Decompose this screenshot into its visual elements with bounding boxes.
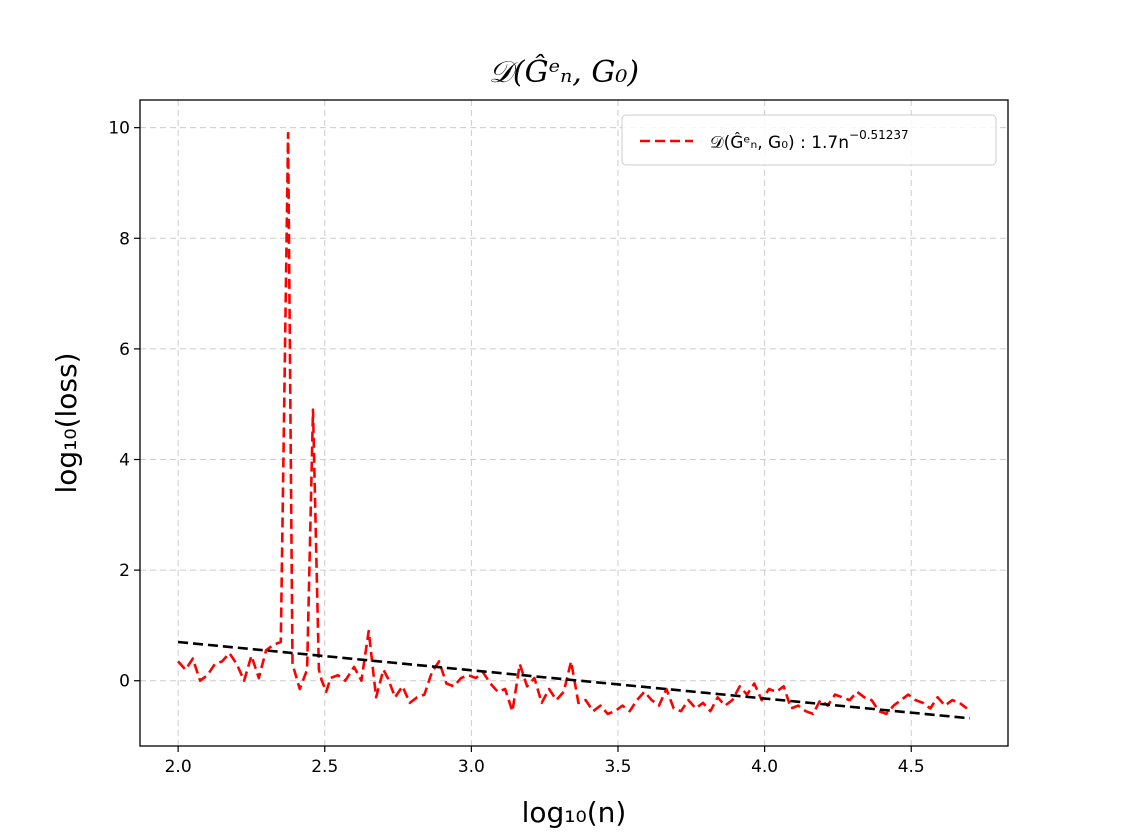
legend-box: [621, 114, 997, 166]
y-tick-label: 10: [108, 119, 130, 139]
legend-label-exponent: −0.51237: [849, 128, 909, 142]
ticks: 2.0 2.5 3.0 3.5 4.0 4.5 0 2 4 6 8 10: [108, 119, 924, 777]
chart-title: 𝒟(Ĝᵉₙ, G₀): [489, 54, 639, 90]
x-tick-label: 3.0: [458, 757, 485, 777]
legend-label: 𝒟(Ĝᵉₙ, G₀) : 1.7n−0.51237: [710, 128, 909, 153]
y-axis-label: log₁₀(loss): [50, 352, 83, 493]
y-tick-label: 4: [119, 451, 130, 471]
grid: [140, 100, 1008, 746]
plot-area: [177, 131, 971, 720]
axes-frame: [139, 99, 1009, 747]
legend-label-main: 𝒟(Ĝᵉₙ, G₀) : 1.7n: [710, 131, 849, 153]
x-tick-label: 4.5: [898, 757, 925, 777]
x-tick-label: 3.5: [604, 757, 631, 777]
fit-trend-line: [177, 640, 971, 720]
x-tick-label: 4.0: [751, 757, 778, 777]
x-tick-label: 2.0: [165, 757, 192, 777]
y-tick-label: 0: [119, 672, 130, 692]
y-tick-label: 6: [119, 340, 130, 360]
y-tick-label: 8: [119, 229, 130, 249]
loss-series-line: [177, 131, 968, 716]
x-axis-label: log₁₀(n): [522, 796, 627, 829]
legend: 𝒟(Ĝᵉₙ, G₀) : 1.7n−0.51237: [621, 114, 997, 166]
y-tick-label: 2: [119, 561, 130, 581]
x-tick-label: 2.5: [311, 757, 338, 777]
